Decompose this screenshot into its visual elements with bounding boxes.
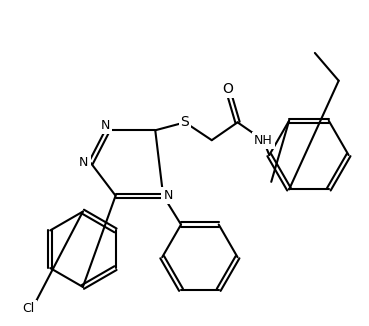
- Text: O: O: [222, 82, 233, 96]
- Text: Cl: Cl: [22, 302, 34, 315]
- Text: N: N: [163, 189, 173, 202]
- Text: S: S: [180, 115, 189, 129]
- Text: N: N: [79, 156, 89, 170]
- Text: N: N: [101, 119, 110, 132]
- Text: NH: NH: [254, 134, 273, 147]
